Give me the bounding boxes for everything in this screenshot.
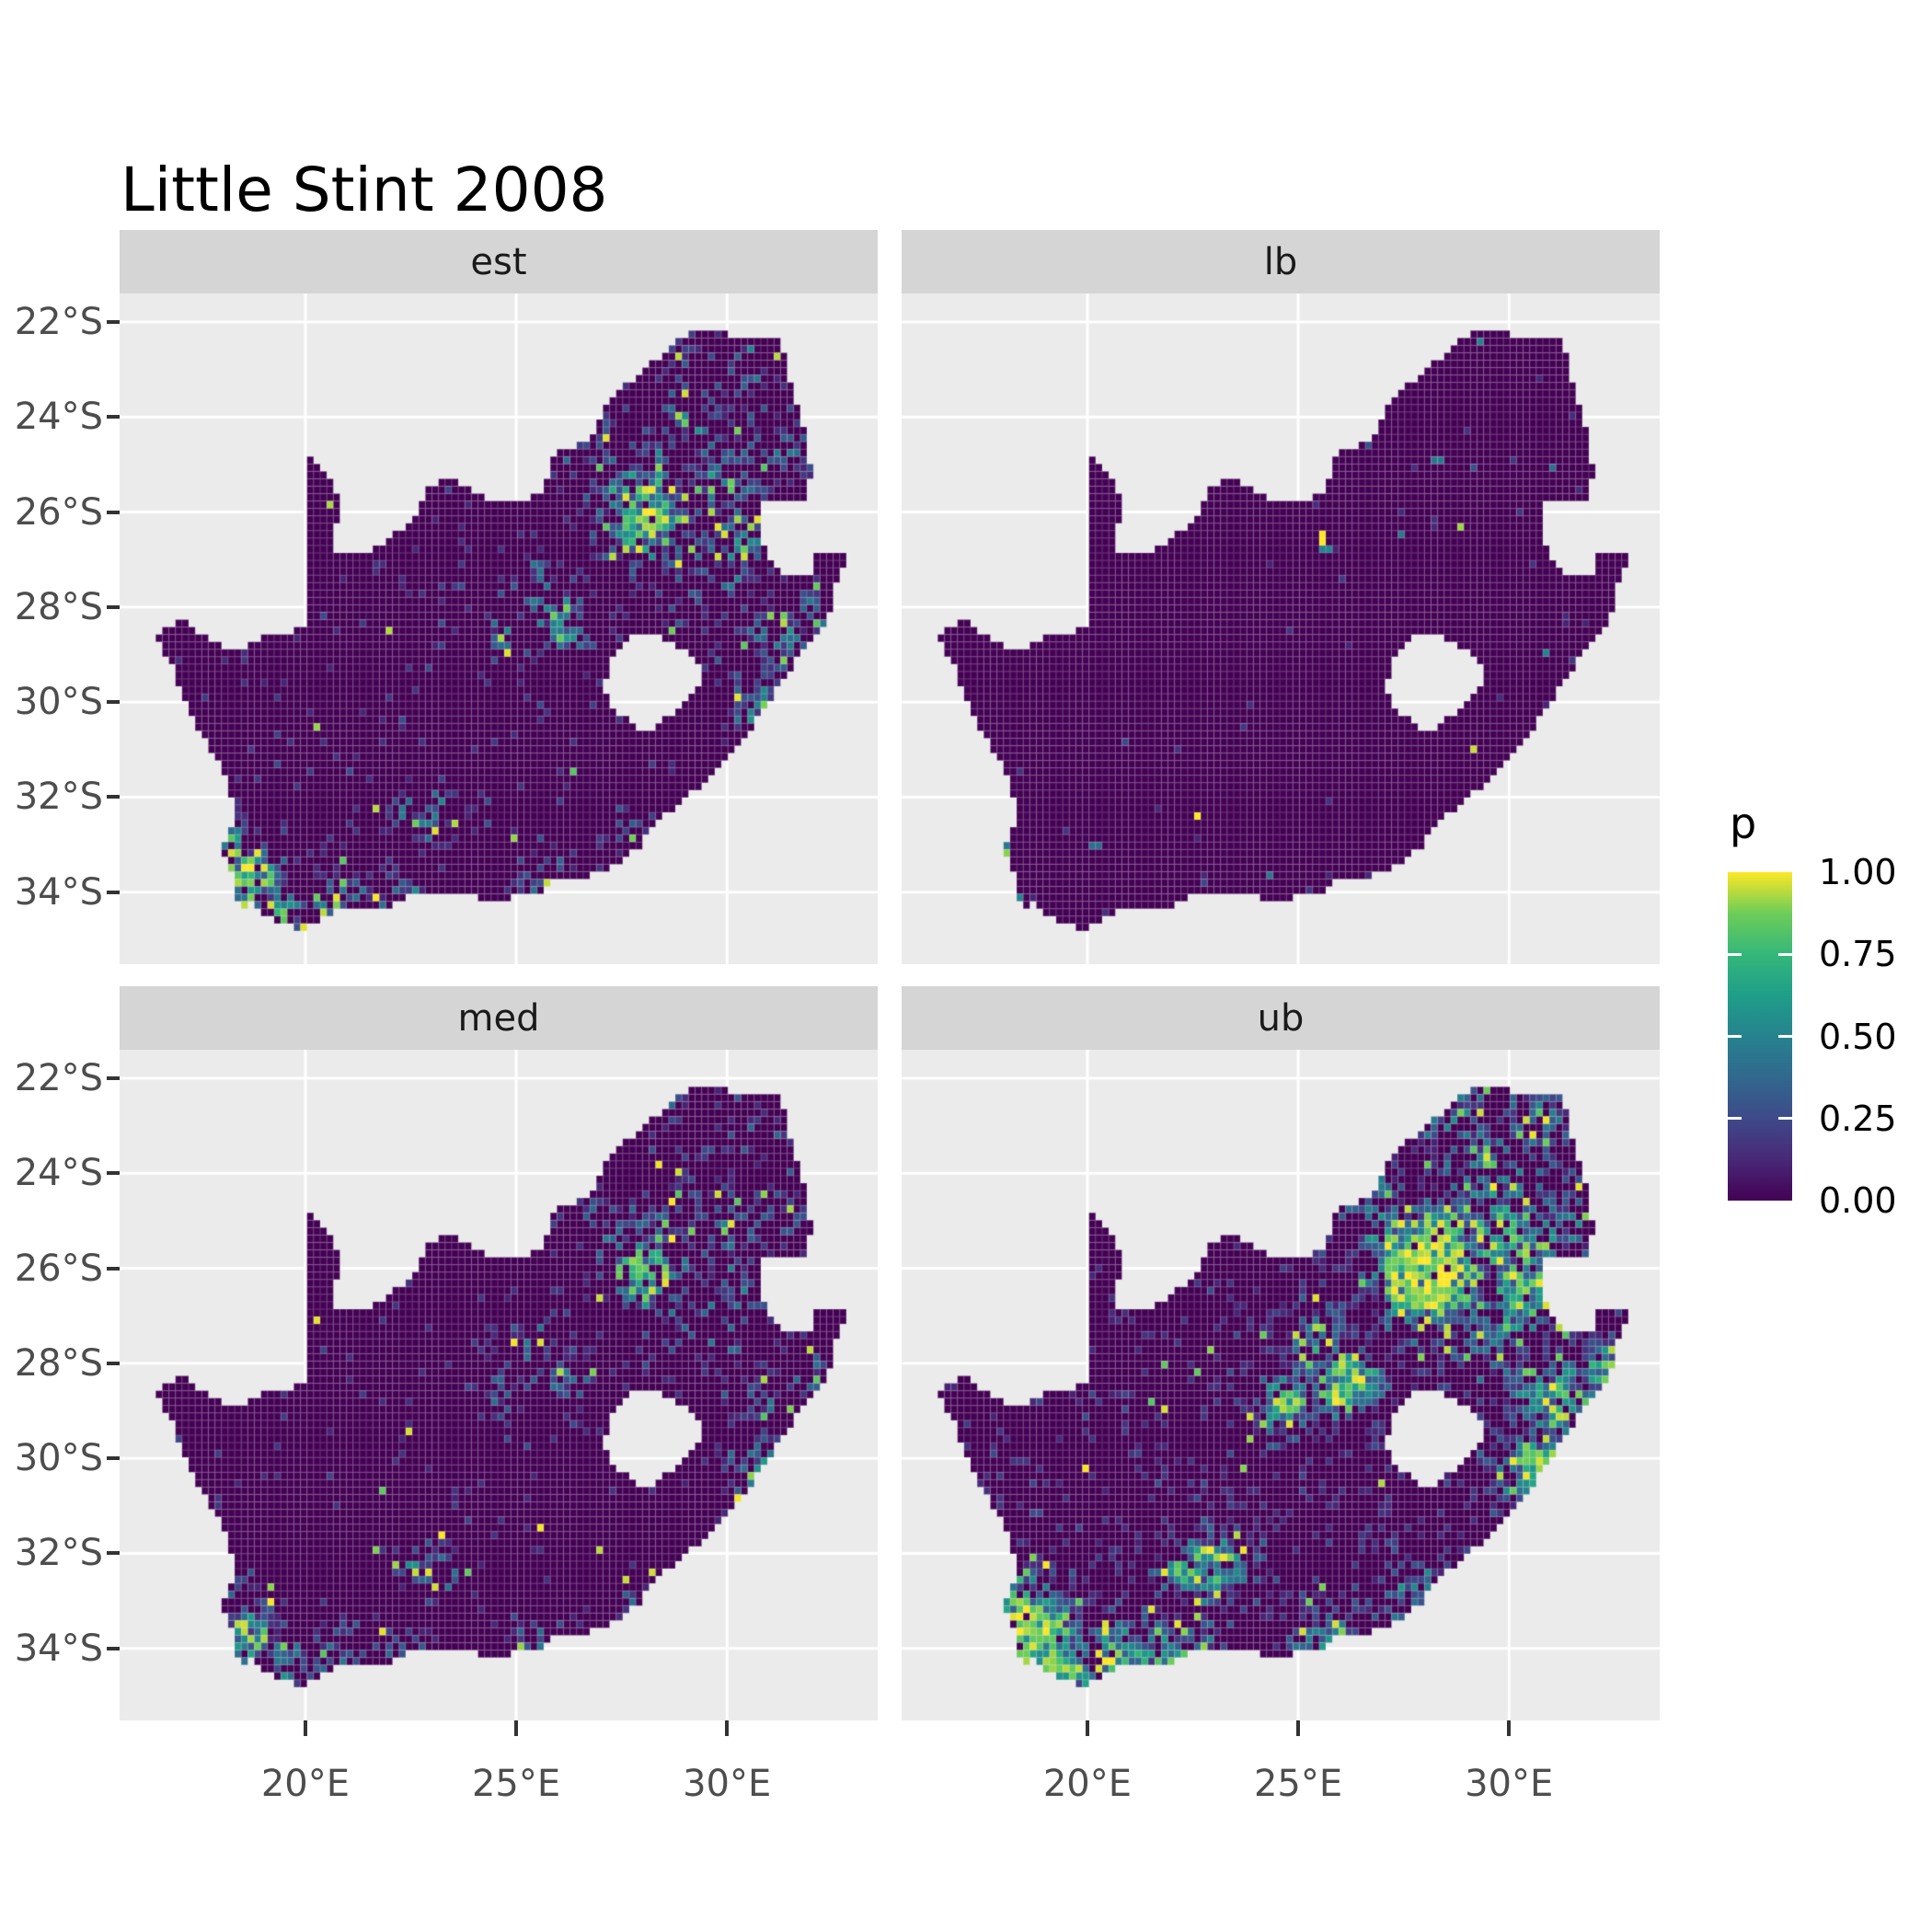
facet-strip-lb: lb — [902, 230, 1660, 293]
y-tick-label: 34°S — [14, 1627, 103, 1670]
y-tick-label: 30°S — [14, 1437, 103, 1480]
legend-tick-mark — [1778, 952, 1792, 956]
y-tick-label: 32°S — [14, 776, 103, 819]
x-tick-mark — [303, 1720, 307, 1736]
y-tick-label: 32°S — [14, 1532, 103, 1575]
legend-tick-mark — [1778, 1035, 1792, 1038]
x-tick-label: 30°E — [683, 1763, 772, 1805]
y-tick-mark — [107, 415, 120, 420]
facet-strip-label: est — [470, 240, 527, 283]
legend-tick-mark — [1778, 1117, 1792, 1121]
y-tick-mark — [107, 890, 120, 894]
y-tick-mark — [107, 795, 120, 799]
y-tick-mark — [107, 319, 120, 324]
y-tick-label: 24°S — [14, 396, 103, 439]
x-tick-label: 25°E — [471, 1763, 561, 1805]
legend-tick-label: 0.50 — [1819, 1016, 1897, 1057]
x-tick-label: 25°E — [1253, 1763, 1343, 1805]
y-tick-mark — [107, 1646, 120, 1650]
facet-strip-label: ub — [1257, 996, 1305, 1040]
y-tick-mark — [107, 1361, 120, 1365]
y-tick-mark — [107, 1456, 120, 1461]
x-tick-label: 30°E — [1465, 1763, 1554, 1805]
facet-strip-label: lb — [1263, 240, 1298, 283]
y-tick-label: 22°S — [14, 1056, 103, 1099]
y-tick-label: 34°S — [14, 870, 103, 914]
raster-map-med — [120, 1050, 878, 1720]
y-tick-mark — [107, 604, 120, 609]
y-tick-mark — [107, 1266, 120, 1271]
facet-strip-est: est — [120, 230, 878, 293]
y-tick-mark — [107, 1551, 120, 1556]
legend-tick-mark — [1728, 952, 1742, 956]
y-tick-label: 26°S — [14, 490, 103, 534]
x-tick-mark — [1507, 1720, 1512, 1736]
y-tick-label: 28°S — [14, 1341, 103, 1385]
legend-title: p — [1730, 799, 1757, 848]
legend-tick-label: 1.00 — [1819, 852, 1897, 892]
facet-strip-med: med — [120, 986, 878, 1050]
y-tick-label: 30°S — [14, 681, 103, 724]
facet-strip-label: med — [457, 996, 540, 1040]
plot-title: Little Stint 2008 — [121, 155, 608, 225]
y-tick-label: 24°S — [14, 1152, 103, 1195]
legend-tick-label: 0.25 — [1819, 1098, 1897, 1139]
x-tick-mark — [514, 1720, 519, 1736]
legend-tick-label: 0.75 — [1819, 934, 1897, 975]
x-tick-mark — [725, 1720, 730, 1736]
facet-panel-med — [120, 1050, 878, 1720]
y-tick-label: 28°S — [14, 585, 103, 628]
legend-tick-mark — [1728, 1117, 1742, 1121]
x-tick-label: 20°E — [260, 1763, 351, 1805]
y-tick-label: 22°S — [14, 300, 103, 343]
facet-panel-lb — [902, 293, 1660, 964]
y-tick-mark — [107, 1075, 120, 1080]
y-tick-mark — [107, 1171, 120, 1176]
y-tick-mark — [107, 700, 120, 705]
raster-map-lb — [902, 293, 1660, 964]
y-tick-mark — [107, 510, 120, 514]
x-tick-label: 20°E — [1042, 1763, 1133, 1805]
facet-strip-ub: ub — [902, 986, 1660, 1050]
raster-map-ub — [902, 1050, 1660, 1720]
x-tick-mark — [1085, 1720, 1089, 1736]
facet-panel-est — [120, 293, 878, 964]
raster-map-est — [120, 293, 878, 964]
legend-tick-label: 0.00 — [1819, 1180, 1897, 1221]
x-tick-mark — [1296, 1720, 1301, 1736]
y-tick-label: 26°S — [14, 1247, 103, 1290]
legend-tick-mark — [1728, 1035, 1742, 1038]
facet-panel-ub — [902, 1050, 1660, 1720]
